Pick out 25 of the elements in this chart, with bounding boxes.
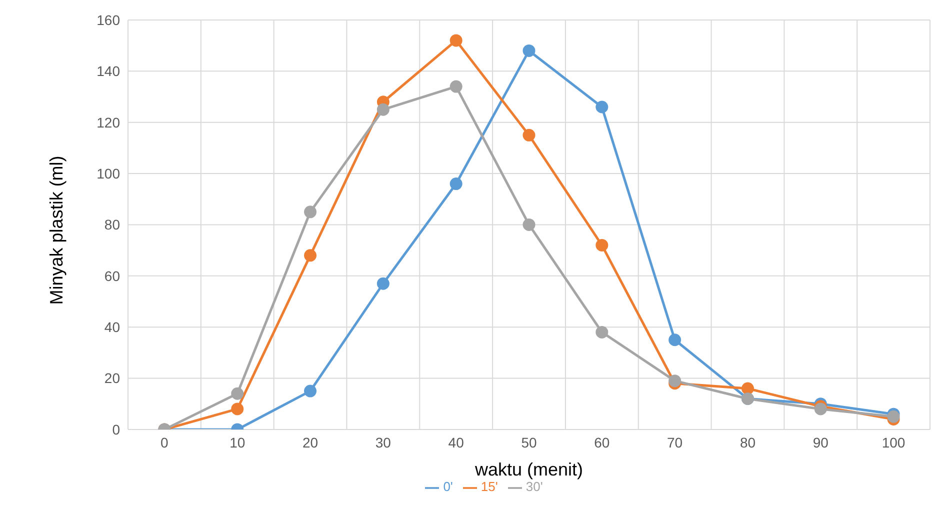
- x-axis-title: waktu (menit): [474, 459, 584, 480]
- x-tick-label: 10: [230, 434, 246, 450]
- x-tick-label: 30: [375, 434, 392, 450]
- x-tick-label: 20: [302, 434, 318, 450]
- y-tick-label: 100: [96, 166, 120, 182]
- y-tick-label: 0: [112, 421, 120, 438]
- x-tick-label: 70: [667, 434, 683, 450]
- y-tick-label: 120: [96, 114, 120, 130]
- legend-label: 0': [443, 479, 453, 494]
- y-tick-label: 160: [96, 12, 120, 28]
- x-tick-label: 50: [521, 434, 537, 450]
- y-tick-label: 40: [104, 319, 120, 336]
- y-tick-label: 60: [104, 268, 120, 284]
- y-tick-label: 140: [96, 63, 120, 80]
- x-tick-label: 40: [448, 434, 464, 450]
- y-axis-title: Minyak plastik (ml): [46, 156, 66, 305]
- x-tick-label: 100: [882, 434, 906, 450]
- x-tick-label: 0: [160, 434, 169, 450]
- x-tick-label: 60: [594, 434, 610, 450]
- y-tick-label: 80: [104, 216, 120, 233]
- y-tick-label: 20: [104, 370, 120, 386]
- x-tick-label: 90: [812, 434, 829, 450]
- legend-label: 30': [526, 479, 543, 494]
- legend-label: 15': [480, 479, 498, 494]
- x-tick-label: 80: [740, 434, 756, 450]
